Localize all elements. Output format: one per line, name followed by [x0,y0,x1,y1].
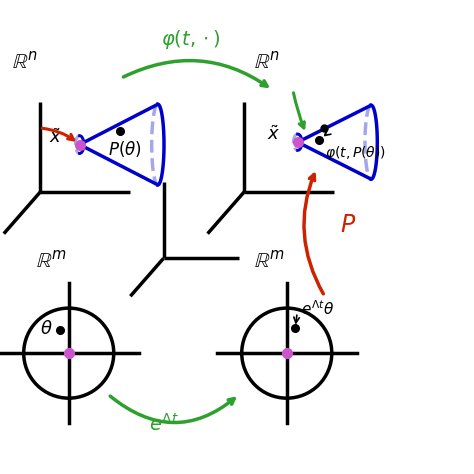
Text: $e^{\Lambda t}$: $e^{\Lambda t}$ [149,412,179,434]
Text: $\varphi(t,\cdot)$: $\varphi(t,\cdot)$ [161,28,221,51]
Text: $\mathbb{R}^n$: $\mathbb{R}^n$ [12,51,38,73]
Text: $e^{\Lambda t}\theta$: $e^{\Lambda t}\theta$ [301,300,334,318]
Text: $P$: $P$ [340,213,356,237]
Text: $\tilde{x}$: $\tilde{x}$ [49,128,62,146]
Text: $\mathbb{R}^n$: $\mathbb{R}^n$ [254,51,280,73]
Text: $\tilde{x}$: $\tilde{x}$ [267,126,280,144]
Text: $\theta$: $\theta$ [40,320,53,338]
Text: $P(\theta)$: $P(\theta)$ [108,139,142,159]
Text: $\mathbb{R}^m$: $\mathbb{R}^m$ [254,250,284,272]
Text: $\varphi(t,P(\theta))$: $\varphi(t,P(\theta))$ [325,145,386,163]
Text: $\mathbb{R}^m$: $\mathbb{R}^m$ [36,250,66,272]
